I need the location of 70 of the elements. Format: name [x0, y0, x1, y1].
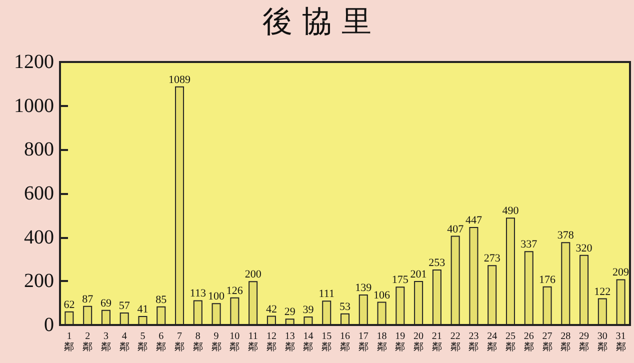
x-tick-label: 4 鄰	[119, 331, 130, 353]
data-label: 42	[266, 303, 277, 316]
data-label: 113	[190, 288, 206, 300]
y-tick-label: 600	[24, 182, 54, 204]
y-tick-label: 0	[44, 314, 54, 336]
x-tick-label: 1 鄰	[64, 331, 74, 353]
data-label: 69	[100, 297, 112, 310]
data-label: 201	[410, 268, 427, 280]
x-tick-label: 28 鄰	[560, 331, 571, 353]
x-tick-label: 21 鄰	[432, 331, 442, 353]
y-tick-label: 200	[24, 270, 54, 292]
x-tick-label: 7 鄰	[174, 331, 185, 353]
data-label: 87	[82, 293, 94, 306]
data-label: 57	[118, 300, 130, 312]
x-tick-label: 5 鄰	[138, 331, 148, 353]
x-tick-label: 29 鄰	[579, 331, 590, 353]
x-tick-label: 20 鄰	[414, 331, 424, 353]
x-tick-label: 17 鄰	[358, 331, 368, 353]
x-tick-label: 18 鄰	[376, 331, 387, 353]
data-label: 378	[557, 230, 574, 242]
x-tick-label: 6 鄰	[156, 331, 166, 353]
x-tick-label: 26 鄰	[524, 331, 534, 353]
data-label: 175	[392, 274, 409, 286]
y-tick-label: 800	[24, 138, 54, 161]
data-label: 407	[447, 223, 464, 236]
x-tick-label: 12 鄰	[266, 331, 276, 353]
data-label: 53	[340, 300, 351, 313]
x-tick-label: 30 鄰	[597, 331, 608, 353]
x-tick-label: 9 鄰	[211, 331, 222, 353]
data-label: 253	[428, 257, 446, 270]
x-tick-label: 19 鄰	[395, 331, 406, 353]
data-label: 41	[137, 304, 148, 316]
data-label: 209	[612, 266, 630, 279]
x-tick-label: 22 鄰	[450, 331, 460, 353]
data-label: 176	[539, 274, 556, 286]
data-label: 111	[318, 288, 334, 300]
x-tick-label: 16 鄰	[340, 331, 350, 353]
data-label: 62	[64, 298, 75, 311]
x-tick-label: 2 鄰	[82, 331, 93, 353]
data-label: 126	[226, 284, 244, 297]
data-label: 106	[374, 289, 391, 302]
data-label: 85	[156, 294, 168, 306]
data-label: 39	[302, 304, 314, 316]
data-label: 490	[502, 205, 520, 218]
x-tick-label: 10 鄰	[230, 331, 240, 353]
y-tick-label: 1200	[14, 51, 54, 73]
data-label: 29	[284, 306, 296, 318]
data-label: 200	[244, 268, 262, 281]
data-label: 337	[520, 238, 538, 251]
x-tick-label: 15 鄰	[322, 331, 332, 353]
x-tick-label: 8 鄰	[192, 331, 203, 353]
x-tick-label: 25 鄰	[505, 331, 516, 353]
x-tick-label: 3 鄰	[100, 331, 111, 353]
x-tick-label: 14 鄰	[303, 331, 314, 353]
y-tick-label: 400	[24, 226, 54, 248]
data-label: 1089	[168, 74, 192, 86]
data-label: 447	[465, 214, 482, 227]
x-tick-label: 13 鄰	[284, 331, 295, 353]
x-tick-label: 31 鄰	[616, 331, 626, 353]
y-tick-label: 1000	[14, 94, 54, 117]
data-label: 320	[576, 242, 593, 254]
chart-title: 後 協 里	[262, 4, 372, 40]
x-tick-label: 11 鄰	[248, 331, 258, 353]
x-tick-label: 27 鄰	[542, 331, 552, 353]
data-label: 122	[594, 286, 611, 298]
x-tick-label: 24 鄰	[487, 331, 498, 353]
data-label: 100	[208, 290, 226, 303]
x-tick-label: 23 鄰	[468, 331, 479, 353]
data-label: 273	[484, 252, 501, 265]
data-label: 139	[355, 282, 372, 294]
